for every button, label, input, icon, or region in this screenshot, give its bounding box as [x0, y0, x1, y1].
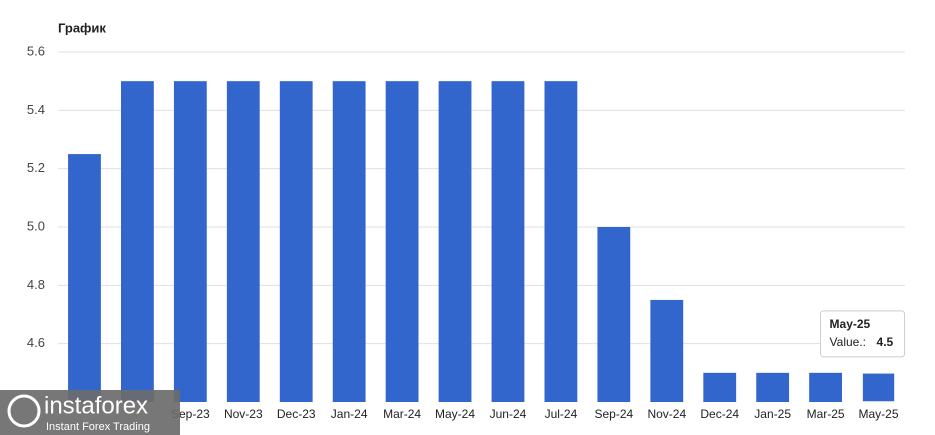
- tooltip-label: Value.:: [830, 335, 866, 349]
- bar: [226, 81, 260, 403]
- logo: instaforex Instant Forex Trading: [0, 390, 180, 435]
- x-tick-label: Sep-23: [171, 407, 210, 421]
- bar: [597, 227, 631, 402]
- y-tick-label: 4.8: [27, 277, 45, 292]
- y-tick-label: 5.0: [27, 218, 45, 233]
- bar: [809, 372, 843, 402]
- logo-tagline: Instant Forex Trading: [46, 421, 150, 433]
- bar: [173, 81, 207, 403]
- tooltip-title: May-25: [830, 317, 871, 331]
- x-tick-label: Mar-24: [383, 407, 421, 421]
- x-tick-label: Dec-23: [277, 407, 316, 421]
- x-tick-label: Jan-25: [754, 407, 791, 421]
- x-tick-label: Nov-24: [647, 407, 686, 421]
- bar: [279, 81, 313, 403]
- bar: [650, 299, 684, 402]
- x-tick-label: Jan-24: [331, 407, 368, 421]
- x-tick-label: Sep-24: [594, 407, 633, 421]
- bar: [491, 81, 525, 403]
- y-tick-label: 4.6: [27, 335, 45, 350]
- y-tick-label: 5.4: [27, 102, 45, 117]
- x-tick-label: May-25: [859, 407, 899, 421]
- bar: [120, 81, 154, 403]
- bar: [544, 81, 578, 403]
- x-tick-label: Dec-24: [700, 407, 739, 421]
- logo-name: instaforex: [44, 392, 148, 419]
- bar: [68, 154, 101, 402]
- bar: [861, 372, 896, 403]
- bar: [332, 81, 366, 403]
- x-tick-label: Nov-23: [224, 407, 263, 421]
- x-tick-label: Mar-25: [807, 407, 845, 421]
- tooltip-box: [820, 310, 906, 358]
- y-tick-label: 5.2: [27, 160, 45, 175]
- x-tick-label: May-24: [435, 407, 475, 421]
- y-tick-label: 5.6: [27, 43, 45, 58]
- tooltip-value: 4.5: [877, 335, 894, 349]
- bar: [385, 81, 419, 403]
- bar: [703, 372, 737, 402]
- bar: [438, 81, 472, 403]
- x-tick-label: Jul-24: [545, 407, 578, 421]
- chart-title: График: [58, 20, 106, 35]
- bar: [756, 372, 790, 402]
- x-tick-label: Jun-24: [490, 407, 527, 421]
- logo-icon: [7, 394, 41, 428]
